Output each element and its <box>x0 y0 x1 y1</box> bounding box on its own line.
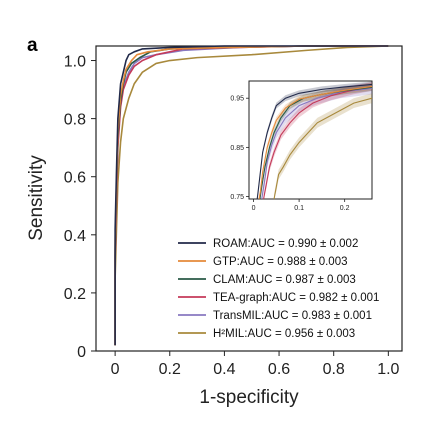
inset-confidence-bands <box>257 81 372 199</box>
y-tick-label: 0.8 <box>64 112 86 129</box>
main-y-ticks: 0 0.2 0.4 0.6 0.8 1.0 <box>64 54 96 361</box>
inset-x-tick-label: 0 <box>252 205 256 212</box>
main-plot-area: 0 0.2 0.4 0.6 0.8 1.0 0 0.2 0.4 0.6 0.8 1.0 <box>64 45 403 378</box>
legend-label-roam: ROAM:AUC = 0.990 ± 0.002 <box>213 238 358 250</box>
y-tick-label: 0.2 <box>64 286 86 303</box>
inset-line-transmil <box>261 87 373 200</box>
inset-line-h2mil <box>273 97 373 200</box>
x-tick-label: 1.0 <box>377 361 399 378</box>
inset-band-h2mil <box>274 93 372 199</box>
y-tick-label: 0.4 <box>64 228 86 245</box>
x-tick-label: 0 <box>111 361 120 378</box>
legend: ROAM:AUC = 0.990 ± 0.002 GTP:AUC = 0.988 … <box>178 238 379 340</box>
panel-letter: a <box>27 35 38 56</box>
x-tick-label: 0.6 <box>268 361 290 378</box>
y-tick-label: 0 <box>77 344 86 361</box>
inset-band-transmil <box>261 82 372 199</box>
x-tick-label: 0.8 <box>323 361 345 378</box>
inset-x-tick-label: 0.2 <box>340 205 350 212</box>
x-tick-label: 0.2 <box>159 361 181 378</box>
inset-x-ticks: 0 0.1 0.2 <box>252 199 350 212</box>
legend-label-clam: CLAM:AUC = 0.987 ± 0.003 <box>213 274 356 286</box>
y-tick-label: 0.6 <box>64 170 86 187</box>
x-axis-label: 1-specificity <box>199 387 299 408</box>
legend-label-tea-graph: TEA-graph:AUC = 0.982 ± 0.001 <box>213 292 379 304</box>
inset-y-tick-label: 0.85 <box>230 145 244 152</box>
x-tick-label: 0.4 <box>213 361 235 378</box>
y-tick-label: 1.0 <box>64 54 86 71</box>
inset-y-ticks: 0.75 0.85 0.95 <box>230 96 249 201</box>
main-x-ticks: 0 0.2 0.4 0.6 0.8 1.0 <box>111 351 400 378</box>
inset-line-roam <box>256 83 373 200</box>
legend-label-gtp: GTP:AUC = 0.988 ± 0.003 <box>213 256 347 268</box>
roc-line-h2mil <box>114 45 389 346</box>
inset-x-tick-label: 0.1 <box>294 205 304 212</box>
inset-line-gtp <box>258 85 373 200</box>
inset-zoom-plot: 0 0.1 0.2 0.75 0.85 0.95 <box>230 80 373 212</box>
inset-y-tick-label: 0.75 <box>230 194 244 201</box>
inset-y-tick-label: 0.95 <box>230 96 244 103</box>
inset-roc-lines <box>256 83 373 200</box>
roc-line-roam <box>114 45 389 346</box>
inset-line-tea-graph <box>263 85 373 200</box>
legend-label-h2mil: H²MIL:AUC = 0.956 ± 0.003 <box>213 328 355 340</box>
y-axis-label: Sensitivity <box>26 155 47 241</box>
main-roc-lines <box>114 45 389 346</box>
inset-band-tea-graph <box>263 81 372 199</box>
legend-label-transmil: TransMIL:AUC = 0.983 ± 0.001 <box>213 310 372 322</box>
